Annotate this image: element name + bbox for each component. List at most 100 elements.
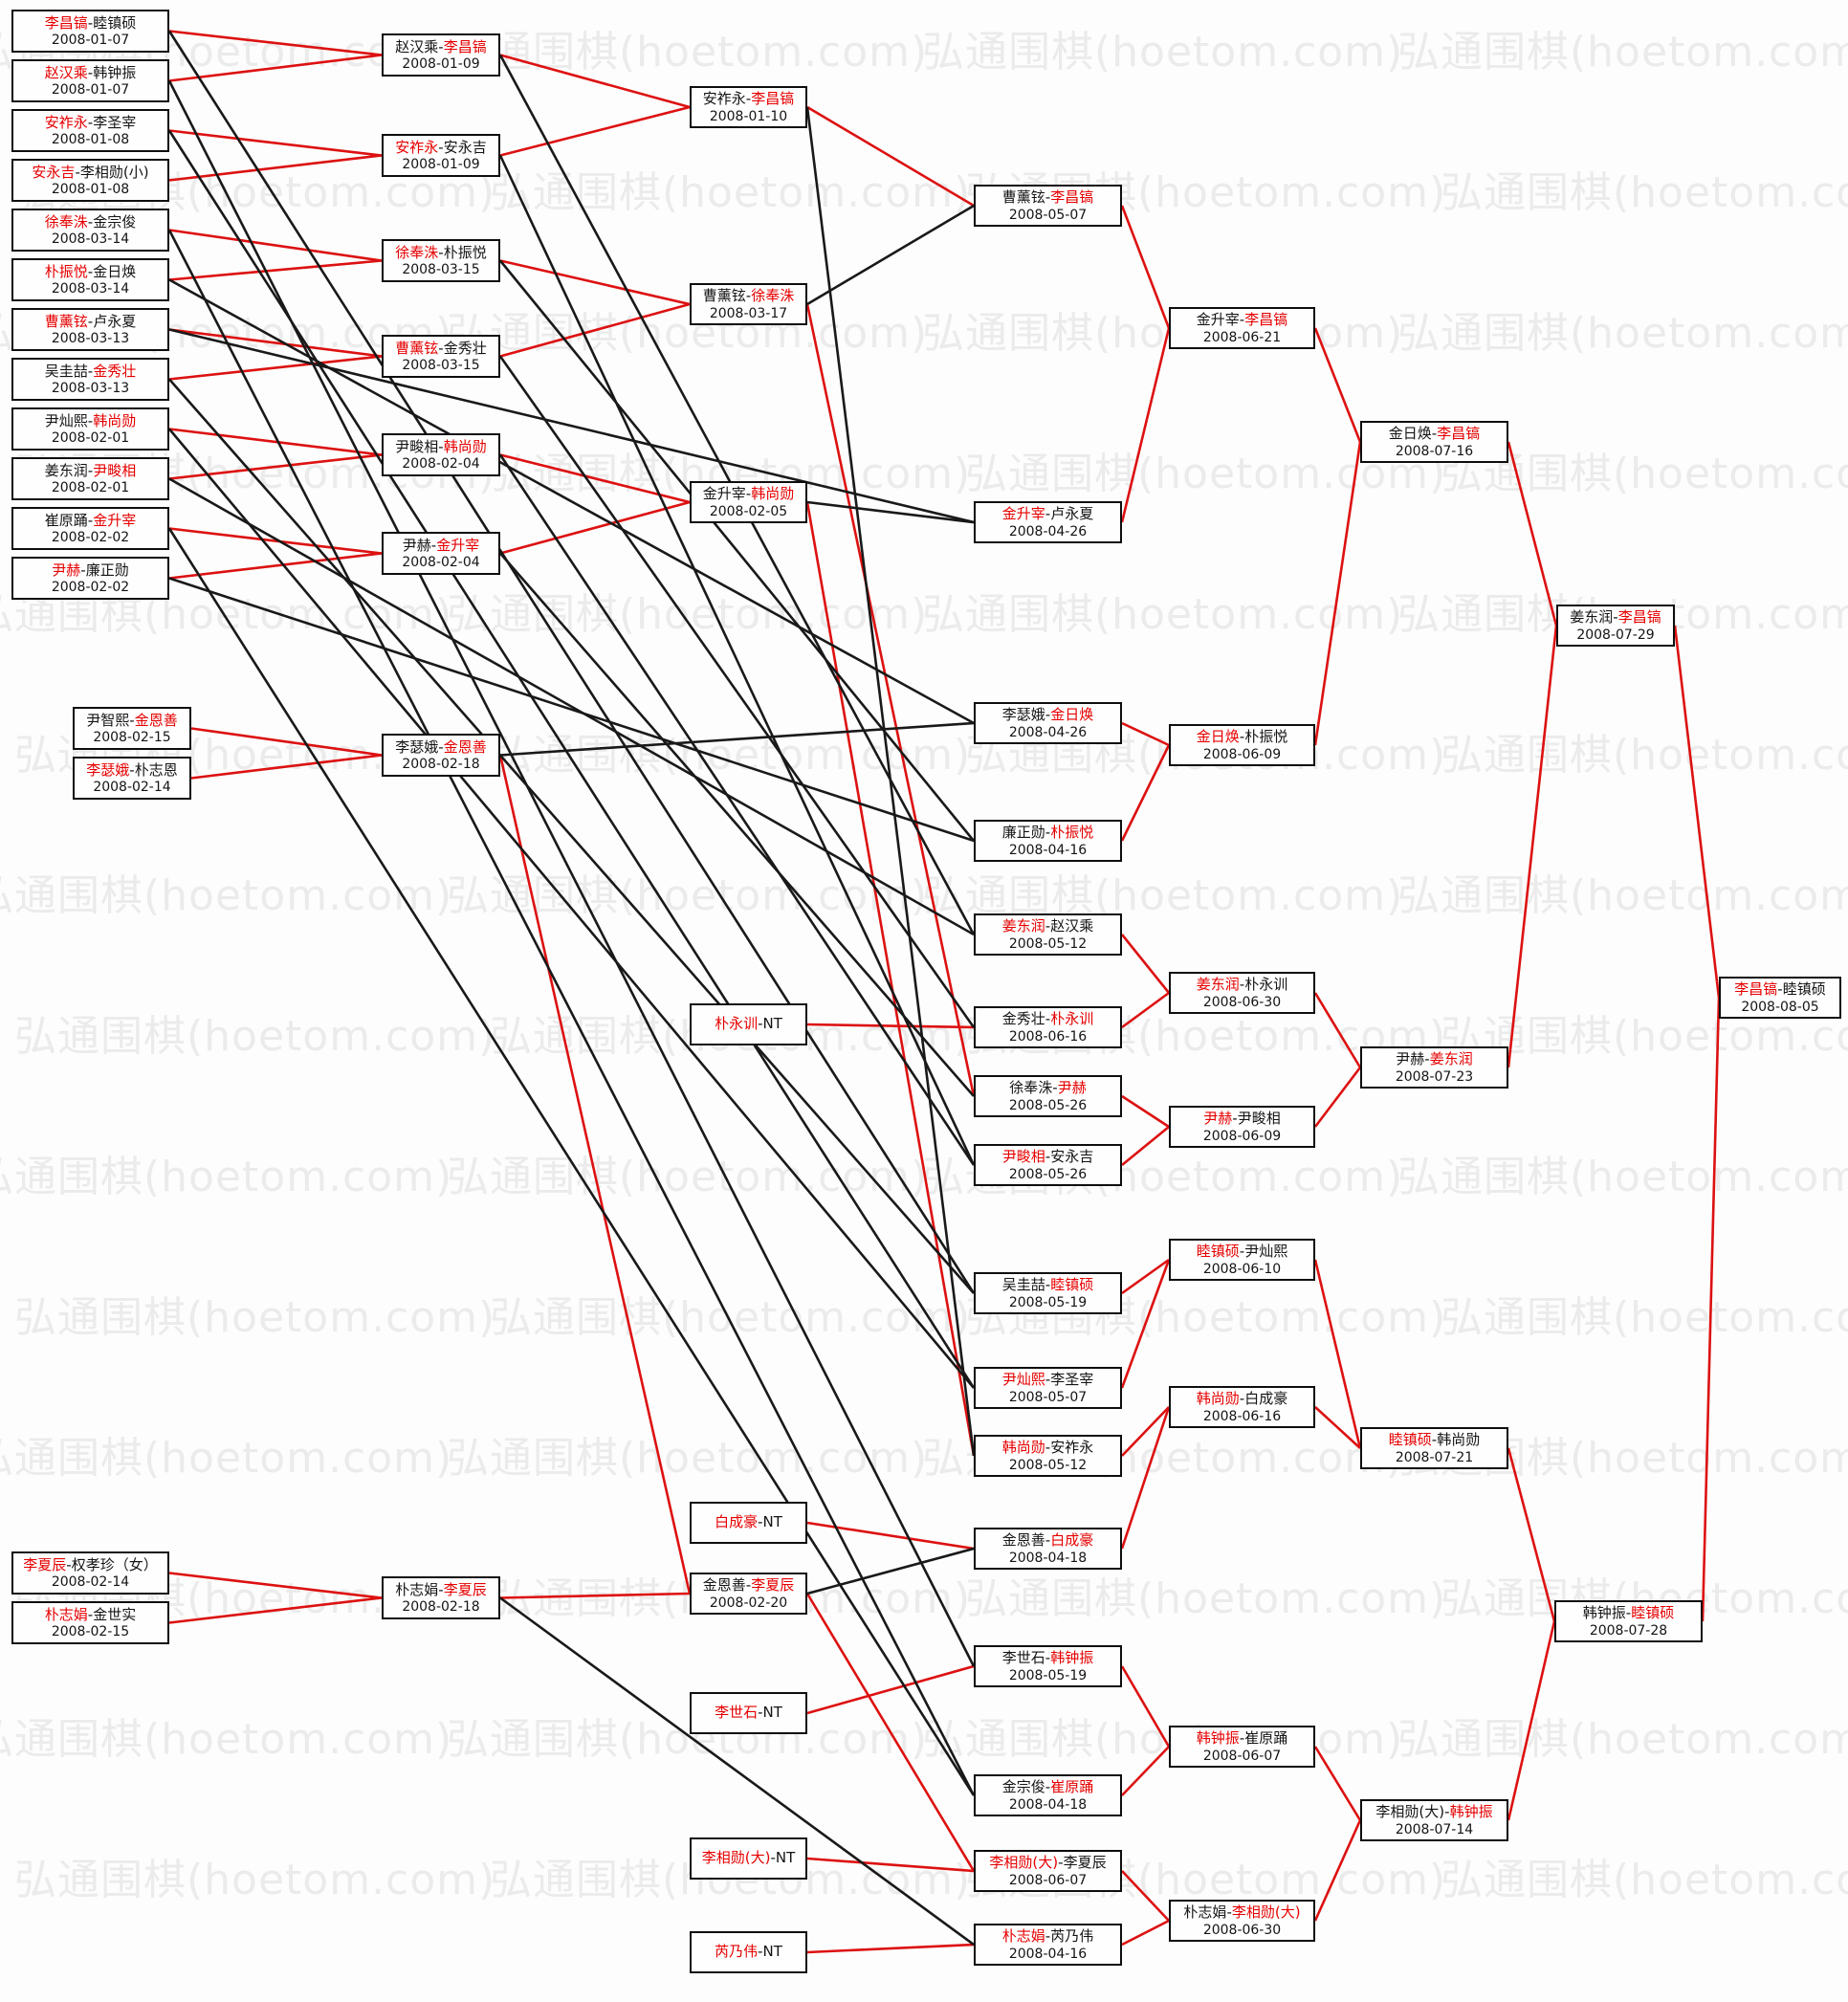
watermark-text: 弘通围棋(hoetom.com) [0, 1715, 453, 1764]
match-players: 赵汉乘-韩钟振 [45, 64, 136, 83]
player-left: 尹智熙 [86, 711, 130, 729]
match-box: 金秀壮-朴永训 2008-06-16 [974, 1006, 1122, 1048]
winner-line [168, 453, 383, 480]
match-box: 朴志娟-李相勋(大) 2008-06-30 [1169, 1900, 1315, 1942]
winner-line [806, 1857, 975, 1873]
winner-line [1507, 1447, 1556, 1622]
watermark-text: 弘通围棋(hoetom.com) [922, 871, 1404, 920]
winner-line [1313, 327, 1362, 443]
player-right: 睦镇硕 [93, 13, 137, 32]
winner-line [1313, 1259, 1362, 1449]
player-right: NT [762, 1015, 782, 1033]
winner-line [805, 501, 976, 1457]
match-box: 尹赫-廉正勋 2008-02-02 [11, 557, 169, 600]
player-left: 曹薰铉 [1001, 188, 1045, 207]
match-players: 韩尚勋-白成豪 [1197, 1390, 1287, 1409]
match-date: 2008-05-12 [1008, 1457, 1088, 1473]
loser-line [806, 500, 975, 524]
player-left: 李夏辰 [23, 1555, 67, 1573]
match-players: 廉正勋-朴振悦 [1002, 824, 1093, 843]
winner-line [1121, 1406, 1170, 1457]
match-players: 安祚永-安永吉 [395, 139, 486, 158]
match-box: 韩尚勋-安祚永 2008-05-12 [974, 1435, 1122, 1477]
watermark-text: 弘通围棋(hoetom.com) [1397, 1715, 1848, 1764]
watermark-text: 弘通围棋(hoetom.com) [0, 1434, 453, 1483]
match-players: 尹畯相-安永吉 [1002, 1148, 1093, 1167]
loser-line [498, 154, 976, 1166]
player-left: 朴志娟 [1183, 1903, 1227, 1922]
player-right: 尹畯相 [93, 461, 137, 479]
winner-line [1313, 1746, 1362, 1821]
winner-line [168, 54, 383, 82]
players-separator: - [1045, 1649, 1051, 1667]
loser-line [167, 129, 976, 1389]
player-right: 朴振悦 [1244, 728, 1288, 746]
player-right: 睦镇硕 [1050, 1276, 1094, 1294]
match-players: 朴志娟-李相勋(大) [1183, 1903, 1300, 1923]
loser-line [168, 577, 975, 843]
player-right: 白成豪 [1244, 1390, 1288, 1408]
match-players: 金恩善-李夏辰 [703, 1576, 794, 1595]
match-date: 2008-02-14 [51, 1574, 130, 1591]
player-right: 朴永训 [1050, 1010, 1094, 1028]
player-left: 金日焕 [1388, 425, 1432, 443]
match-box: 李世石-NT [690, 1692, 807, 1734]
watermark-text: 弘通围棋(hoetom.com) [1397, 28, 1848, 77]
match-date: 2008-05-19 [1008, 1667, 1088, 1683]
match-date: 2008-05-26 [1008, 1166, 1088, 1182]
players-separator: - [1444, 1803, 1450, 1821]
match-box: 韩钟振-崔原踊 2008-06-07 [1169, 1726, 1315, 1768]
player-right: 尹畯相 [1237, 1110, 1281, 1128]
winner-line [1120, 327, 1171, 523]
winner-line [1120, 1665, 1171, 1748]
match-players: 姜东润-李昌镐 [1570, 608, 1661, 627]
winner-line [168, 328, 383, 358]
player-left: 曹薰铉 [44, 312, 88, 330]
player-right: 芮乃伟 [1050, 1927, 1094, 1946]
match-box: 曹薰铉-李昌镐 2008-05-07 [974, 185, 1122, 227]
match-box: 李世石-韩钟振 2008-05-19 [974, 1645, 1122, 1687]
player-left: 韩尚勋 [1001, 1439, 1045, 1457]
match-box: 安永吉-李相勋(小) 2008-01-08 [11, 159, 169, 202]
match-date: 2008-02-05 [709, 503, 788, 519]
player-left: 姜东润 [44, 461, 88, 479]
winner-line [498, 755, 692, 1595]
match-box: 曹薰铉-卢永夏 2008-03-13 [11, 308, 169, 351]
match-players: 金日焕-李昌镐 [1389, 425, 1480, 444]
players-separator: - [129, 760, 135, 779]
player-left: 睦镇硕 [1388, 1431, 1432, 1449]
winner-line [168, 259, 383, 281]
loser-line [498, 355, 976, 1028]
players-separator: - [438, 437, 444, 455]
player-left: 芮乃伟 [715, 1943, 759, 1961]
watermark-text: 弘通围棋(hoetom.com) [447, 590, 929, 639]
match-box: 李昌镐-睦镇硕 2008-01-07 [11, 10, 169, 53]
match-players: 李瑟娥-朴志恩 [86, 761, 177, 781]
player-left: 韩钟振 [1196, 1729, 1240, 1748]
loser-line [167, 527, 976, 1796]
loser-line [168, 428, 975, 1389]
winner-line [168, 229, 383, 262]
match-date: 2008-07-16 [1395, 443, 1474, 459]
match-players: 曹薰铉-卢永夏 [45, 313, 136, 332]
match-date: 2008-03-13 [51, 331, 130, 347]
player-left: 尹赫 [402, 536, 431, 554]
match-date: 2008-01-10 [709, 108, 788, 124]
watermark-text: 弘通围棋(hoetom.com) [1397, 871, 1848, 920]
player-right: 权孝珍（女） [71, 1555, 158, 1573]
winner-line [1673, 625, 1721, 999]
match-box: 安祚永-李昌镐 2008-01-10 [690, 86, 807, 128]
match-box: 尹畯相-韩尚勋 2008-02-04 [382, 433, 500, 476]
winner-line [1313, 1819, 1362, 1922]
match-box: 曹薰铉-徐奉洙 2008-03-17 [690, 283, 807, 325]
match-box: 韩尚勋-白成豪 2008-06-16 [1169, 1386, 1315, 1428]
match-box: 徐奉洙-朴振悦 2008-03-15 [382, 239, 500, 282]
loser-line [167, 30, 976, 1294]
match-players: 曹薰铉-金秀壮 [395, 340, 486, 359]
player-right: 李昌镐 [1437, 425, 1481, 443]
players-separator: - [1239, 728, 1245, 746]
match-players: 吴圭喆-睦镇硕 [1002, 1276, 1093, 1295]
match-date: 2008-03-14 [51, 231, 130, 248]
match-date: 2008-06-07 [1202, 1748, 1282, 1764]
watermark-text: 弘通围棋(hoetom.com) [14, 1856, 496, 1904]
